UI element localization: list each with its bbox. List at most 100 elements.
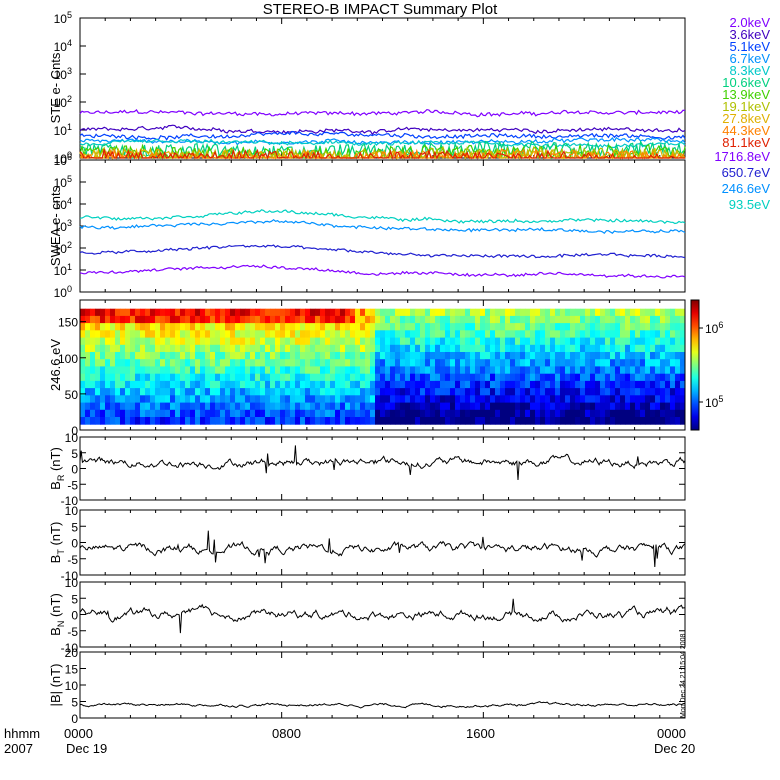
heatmap-cell	[525, 388, 531, 396]
legend-item-ste-2: 5.1keV	[729, 39, 770, 54]
panel-frame-bn	[79, 581, 686, 648]
heatmap-cell	[150, 409, 156, 418]
heatmap-cell	[635, 359, 641, 367]
heatmap-cell	[405, 417, 411, 425]
heatmap-cell	[550, 388, 556, 396]
heatmap-cell	[520, 380, 526, 389]
heatmap-cell	[400, 409, 406, 418]
heatmap-cell	[215, 308, 221, 317]
heatmap-cell	[490, 344, 496, 353]
heatmap-cell	[430, 373, 436, 382]
heatmap-cell	[315, 308, 321, 317]
heatmap-cell	[420, 417, 426, 425]
heatmap-cell	[380, 366, 386, 375]
heatmap-cell	[310, 395, 316, 403]
heatmap-cell	[360, 359, 366, 367]
heatmap-cell	[540, 409, 546, 418]
heatmap-cell	[205, 359, 211, 367]
heatmap-cell	[255, 380, 261, 389]
heatmap-cell	[80, 323, 86, 331]
heatmap-cell	[200, 359, 206, 367]
y-tick-label-pad-1: 50	[65, 388, 79, 402]
heatmap-cell	[315, 402, 321, 411]
heatmap-cell	[360, 402, 366, 411]
heatmap-cell	[380, 359, 386, 367]
heatmap-cell	[345, 315, 351, 324]
heatmap-cell	[415, 323, 421, 331]
heatmap-cell	[165, 402, 171, 411]
heatmap-cell	[250, 395, 256, 403]
heatmap-cell	[385, 344, 391, 353]
heatmap-cell	[510, 395, 516, 403]
heatmap-cell	[475, 402, 481, 411]
heatmap-cell	[500, 337, 506, 346]
heatmap-cell	[100, 366, 106, 375]
heatmap-cell	[510, 373, 516, 382]
heatmap-cell	[625, 380, 631, 389]
heatmap-cell	[655, 417, 661, 425]
heatmap-cell	[400, 373, 406, 382]
heatmap-cell	[390, 402, 396, 411]
heatmap-cell	[465, 388, 471, 396]
heatmap-cell	[620, 366, 626, 375]
heatmap-cell	[190, 315, 196, 324]
heatmap-cell	[165, 373, 171, 382]
heatmap-cell	[430, 323, 436, 331]
heatmap-cell	[235, 337, 241, 346]
heatmap-cell	[95, 388, 101, 396]
heatmap-cell	[510, 323, 516, 331]
heatmap-cell	[605, 308, 611, 317]
heatmap-cell	[155, 337, 161, 346]
heatmap-cell	[535, 380, 541, 389]
heatmap-cell	[425, 388, 431, 396]
heatmap-cell	[630, 373, 636, 382]
heatmap-cell	[430, 395, 436, 403]
heatmap-cell	[260, 409, 266, 418]
heatmap-cell	[535, 373, 541, 382]
heatmap-cell	[500, 315, 506, 324]
heatmap-cell	[440, 395, 446, 403]
heatmap-cell	[610, 323, 616, 331]
heatmap-cell	[115, 409, 121, 418]
heatmap-cell	[390, 308, 396, 317]
heatmap-cell	[190, 417, 196, 425]
heatmap-cell	[175, 395, 181, 403]
heatmap-cell	[100, 402, 106, 411]
heatmap-cell	[605, 366, 611, 375]
heatmap-cell	[195, 417, 201, 425]
heatmap-cell	[290, 366, 296, 375]
heatmap-cell	[465, 402, 471, 411]
heatmap-cell	[175, 330, 181, 338]
heatmap-cell	[370, 323, 376, 331]
heatmap-cell	[205, 315, 211, 324]
heatmap-cell	[555, 380, 561, 389]
heatmap-cell	[540, 402, 546, 411]
heatmap-cell	[130, 388, 136, 396]
heatmap-cell	[545, 373, 551, 382]
heatmap-cell	[225, 417, 231, 425]
heatmap-cell	[80, 388, 86, 396]
heatmap-cell	[375, 330, 381, 338]
heatmap-cell	[615, 395, 621, 403]
heatmap-cell	[105, 315, 111, 324]
heatmap-cell	[640, 402, 646, 411]
heatmap-cell	[655, 315, 661, 324]
heatmap-cell	[235, 417, 241, 425]
heatmap-cell	[390, 330, 396, 338]
heatmap-cell	[585, 344, 591, 353]
heatmap-cell	[550, 337, 556, 346]
heatmap-cell	[520, 409, 526, 418]
heatmap-cell	[525, 323, 531, 331]
heatmap-cell	[240, 330, 246, 338]
heatmap-cell	[325, 402, 331, 411]
heatmap-cell	[545, 402, 551, 411]
heatmap-cell	[225, 402, 231, 411]
heatmap-cell	[360, 344, 366, 353]
heatmap-cell	[160, 380, 166, 389]
heatmap-cell	[235, 330, 241, 338]
heatmap-cell	[220, 344, 226, 353]
heatmap-cell	[120, 402, 126, 411]
heatmap-cell	[95, 359, 101, 367]
heatmap-cell	[400, 402, 406, 411]
